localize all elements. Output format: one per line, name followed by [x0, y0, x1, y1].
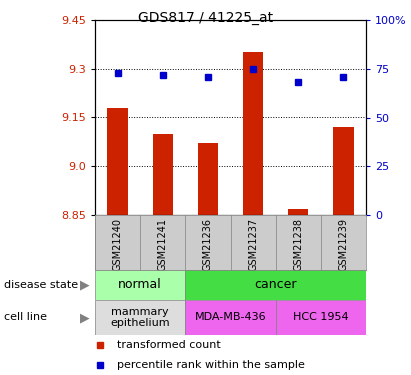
Text: ▶: ▶: [81, 311, 90, 324]
Text: ▶: ▶: [81, 279, 90, 291]
Text: GSM21237: GSM21237: [248, 218, 258, 271]
Text: normal: normal: [118, 279, 162, 291]
Bar: [107, 108, 128, 215]
Bar: [185, 300, 276, 335]
Text: cancer: cancer: [254, 279, 297, 291]
Bar: [95, 270, 185, 300]
Bar: [95, 300, 185, 335]
Text: mammary
epithelium: mammary epithelium: [111, 307, 170, 328]
Text: HCC 1954: HCC 1954: [293, 312, 349, 322]
Text: GDS817 / 41225_at: GDS817 / 41225_at: [138, 11, 273, 25]
Text: GSM21240: GSM21240: [113, 218, 122, 271]
Text: transformed count: transformed count: [117, 340, 220, 350]
Bar: [276, 300, 366, 335]
Bar: [198, 144, 218, 215]
Text: percentile rank within the sample: percentile rank within the sample: [117, 360, 305, 370]
Bar: [185, 270, 366, 300]
Text: GSM21238: GSM21238: [293, 218, 303, 271]
Bar: [288, 209, 308, 215]
Text: GSM21239: GSM21239: [338, 218, 349, 271]
Text: disease state: disease state: [4, 280, 78, 290]
Bar: [152, 134, 173, 215]
Bar: [333, 127, 353, 215]
Text: cell line: cell line: [4, 312, 47, 322]
Text: GSM21236: GSM21236: [203, 218, 213, 271]
Bar: [243, 53, 263, 215]
Text: MDA-MB-436: MDA-MB-436: [195, 312, 266, 322]
Text: GSM21241: GSM21241: [158, 218, 168, 271]
